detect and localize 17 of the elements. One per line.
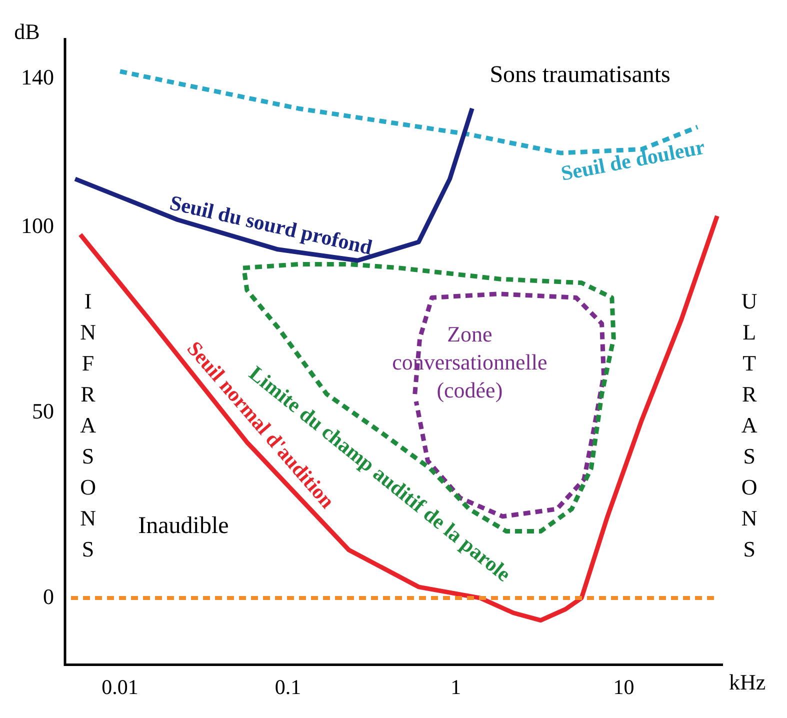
series-label: Zone conversationnelle (codée) — [392, 322, 548, 403]
x-axis-title: kHz — [729, 670, 766, 695]
text: ULTRASONS — [741, 288, 758, 562]
x-tick-label: 1 — [450, 674, 462, 699]
annotation: Sons traumatisants — [490, 62, 670, 88]
text: Seuil du sourd profond — [168, 190, 375, 260]
x-tick-label: 0.1 — [274, 674, 302, 699]
y-tick-label: 100 — [21, 212, 54, 238]
annotation: Inaudible — [138, 513, 229, 540]
x-tick-label: 0.01 — [102, 674, 138, 699]
x-tick-label: 10 — [613, 674, 634, 699]
y-tick-label: 140 — [21, 64, 54, 90]
text: INFRASONS — [80, 288, 96, 562]
y-tick-label: 50 — [32, 398, 54, 424]
y-tick-label: 0 — [43, 584, 54, 609]
text: Seuil de douleur — [558, 134, 707, 186]
y-axis-title: dB — [14, 18, 40, 44]
